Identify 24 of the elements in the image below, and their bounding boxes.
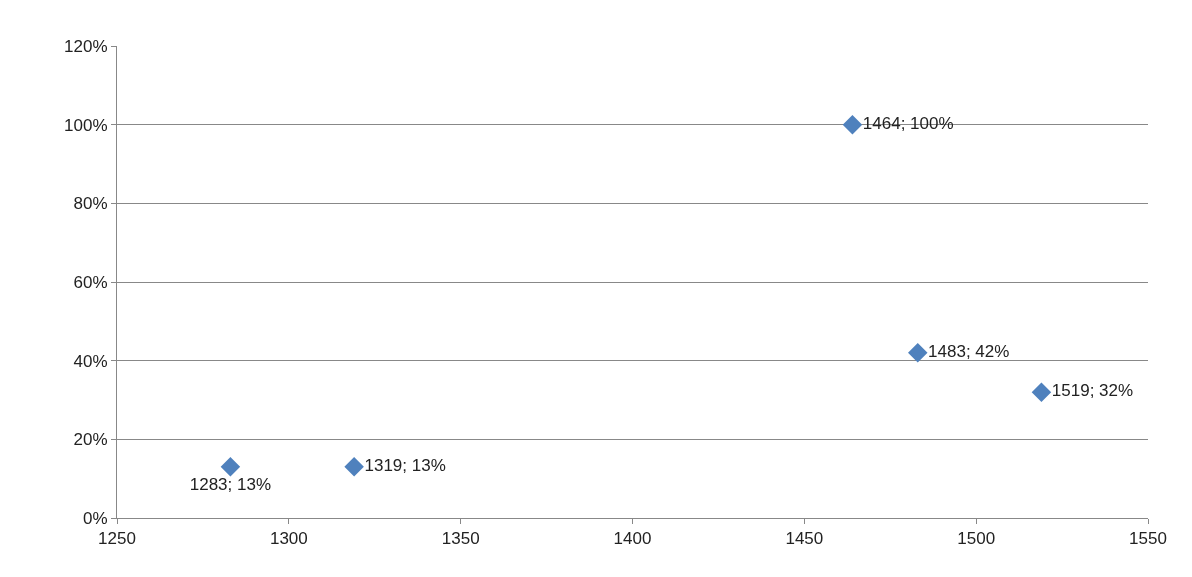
data-label: 1464; 100% (862, 113, 954, 133)
point (344, 457, 364, 477)
point (842, 114, 863, 135)
x-tick-label: 1400 (613, 529, 652, 549)
point (907, 343, 928, 363)
x-tick-label: 1550 (1129, 529, 1167, 549)
y-tick-label: 20% (73, 430, 108, 450)
point (220, 457, 241, 477)
point (1031, 382, 1052, 402)
data-label: 1319; 13% (364, 456, 446, 476)
x-tick-label: 1500 (957, 529, 996, 549)
x-tick-label: 1300 (269, 529, 308, 549)
y-tick-label: 60% (73, 272, 108, 292)
y-tick-label: 100% (64, 115, 108, 135)
data-label: 1283; 13% (189, 474, 272, 494)
x-tick-label: 1250 (98, 529, 136, 549)
data-label: 1483; 42% (928, 342, 1010, 362)
x-tick-label: 1350 (441, 529, 480, 549)
y-tick-label: 0% (83, 508, 108, 528)
data-label: 1519; 32% (1051, 381, 1134, 401)
x-tick-label: 1450 (785, 529, 824, 549)
y-tick-label: 40% (73, 351, 108, 371)
y-tick-label: 80% (73, 194, 108, 214)
y-tick-label: 120% (64, 36, 108, 56)
